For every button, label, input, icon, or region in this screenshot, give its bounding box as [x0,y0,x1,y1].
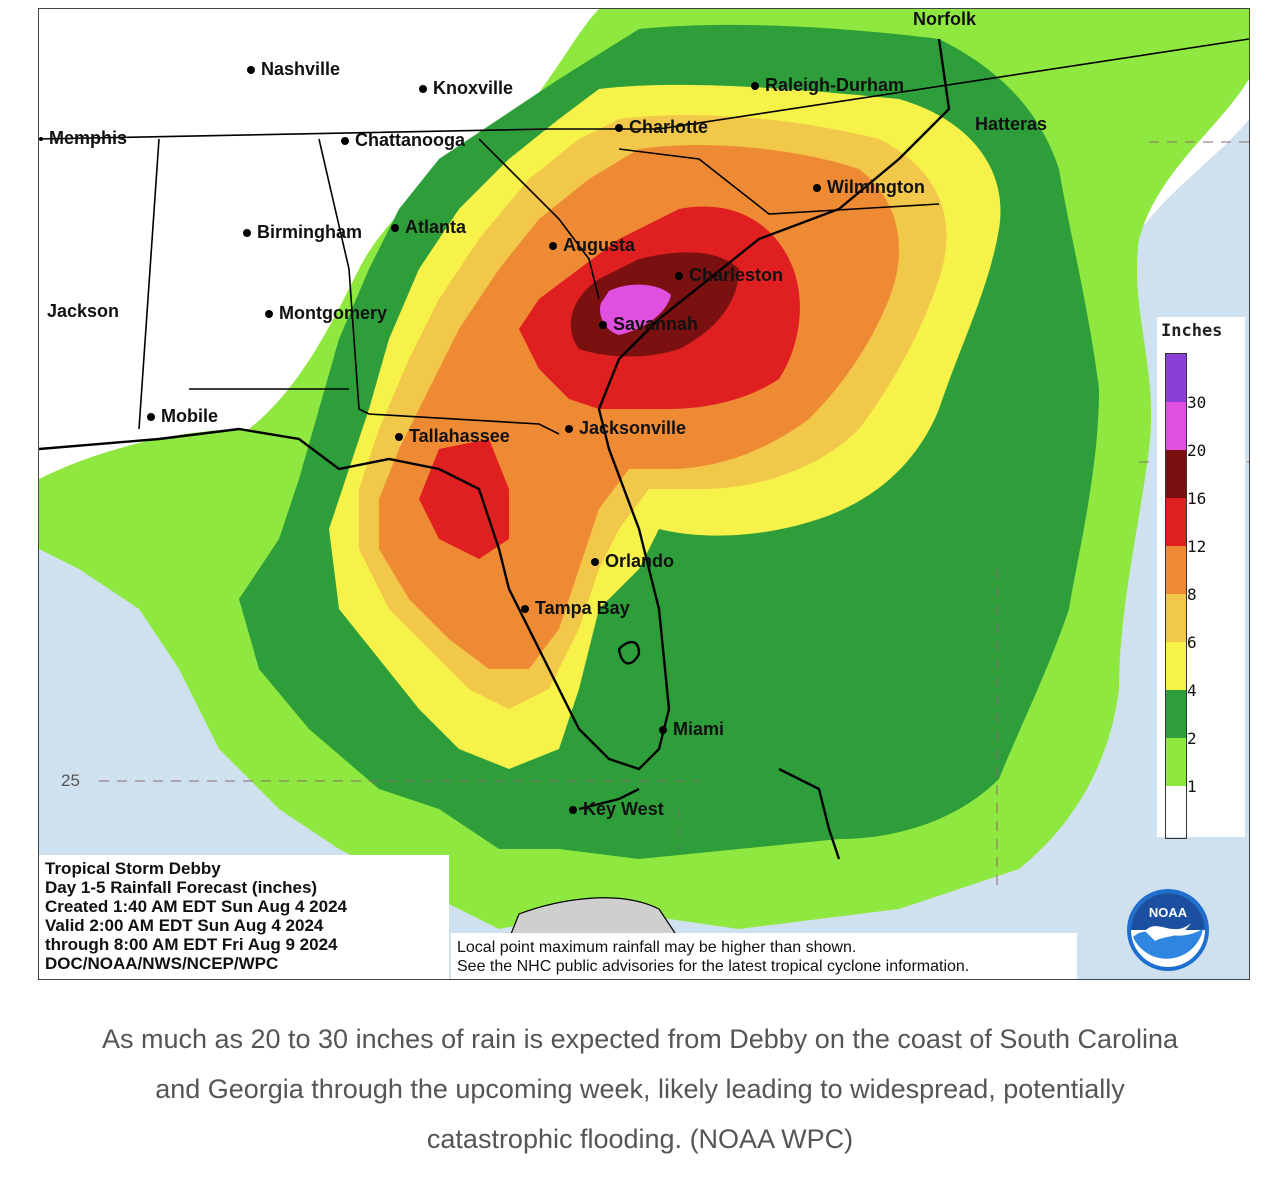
note-line-2: See the NHC public advisories for the la… [457,958,970,975]
caption-overflow-line [80,1166,1200,1180]
legend-swatch-30plus [1166,354,1186,402]
legend-tick-16: 16 [1187,489,1207,508]
city-dot-icon [521,605,529,614]
legend-swatch-16 [1166,450,1186,498]
city-dot-icon [247,66,255,75]
latitude-label: 25 [61,771,80,790]
legend-tick-20: 20 [1187,441,1207,460]
city-jacksonville: Jacksonville [565,418,686,438]
legend-tick-1: 1 [1187,777,1197,796]
city-hatteras: Hatteras [975,114,1048,134]
disclaimer-note: Local point maximum rainfall may be high… [451,933,1077,979]
rain-20in [599,284,671,335]
city-dot-icon [549,242,557,251]
city-dot-icon [265,310,273,319]
city-dot-icon [813,184,821,193]
legend-swatch-12 [1166,498,1186,546]
city-dot-icon [243,229,251,238]
city-dot-icon [419,85,427,94]
issuing-agency: DOC/NOAA/NWS/NCEP/WPC [45,954,279,973]
svg-text:NOAA: NOAA [1149,905,1188,920]
city-dot-icon [565,425,573,434]
note-line-1: Local point maximum rainfall may be high… [457,939,857,956]
city-dot-icon [591,558,599,567]
storm-name: Tropical Storm Debby [45,859,221,878]
legend-tick-8: 8 [1187,585,1197,604]
legend-tick-6: 6 [1187,633,1197,652]
city-dot-icon [341,137,349,146]
city-wilmington: Wilmington [813,177,925,197]
city-birmingham: Birmingham [243,222,362,242]
legend-swatch-8 [1166,546,1186,594]
city-dot-icon [675,272,683,281]
city-dot-icon [147,413,155,422]
valid-from: Valid 2:00 AM EDT Sun Aug 4 2024 [45,916,324,935]
legend-swatch-1 [1166,738,1186,786]
legend-tick-2: 2 [1187,729,1197,748]
rainfall-legend: Inches 30 20 16 12 8 6 4 2 1 [1157,317,1245,839]
legend-title: Inches [1161,321,1223,341]
legend-swatch-6 [1166,594,1186,642]
rainfall-forecast-map: Norfolk Nashville Knoxville Raleigh-Durh… [38,8,1250,980]
city-atlanta: Atlanta [391,217,466,237]
legend-swatch-2 [1166,690,1186,738]
forecast-info-box: Tropical Storm Debby Day 1-5 Rainfall Fo… [39,855,449,979]
legend-swatch-20 [1166,402,1186,450]
city-knoxville: Knoxville [419,78,513,98]
legend-color-bar [1165,353,1187,839]
city-dot-icon [39,137,43,142]
city-memphis: Memphis [39,128,127,148]
valid-through: through 8:00 AM EDT Fri Aug 9 2024 [45,935,338,954]
city-dot-icon [751,82,759,91]
city-dot-icon [395,433,403,442]
rainfall-map-graphic [39,9,1249,979]
city-key-west: Key West [569,799,664,819]
legend-tick-4: 4 [1187,681,1197,700]
city-dot-icon [599,321,607,330]
city-dot-icon [391,224,399,233]
image-caption: As much as 20 to 30 inches of rain is ex… [101,1024,1179,1154]
city-tampa-bay: Tampa Bay [521,598,630,618]
city-raleigh-durham: Raleigh-Durham [751,75,904,95]
legend-swatch-0 [1166,786,1186,836]
city-augusta: Augusta [549,235,635,255]
forecast-type: Day 1-5 Rainfall Forecast (inches) [45,878,318,897]
city-dot-icon [569,806,577,815]
city-charleston: Charleston [675,265,783,285]
city-tallahassee: Tallahassee [395,426,510,446]
created-time: Created 1:40 AM EDT Sun Aug 4 2024 [45,897,347,916]
noaa-logo-icon: NOAA [1127,889,1209,971]
city-charlotte: Charlotte [615,117,708,137]
legend-swatch-4 [1166,642,1186,690]
city-dot-icon [615,124,623,133]
city-jackson: Jackson [47,301,120,321]
legend-tick-30: 30 [1187,393,1207,412]
coastline [39,38,951,860]
city-chattanooga: Chattanooga [341,130,465,150]
city-dot-icon [659,726,667,735]
city-norfolk: Norfolk [913,9,976,29]
city-orlando: Orlando [591,551,674,571]
legend-tick-12: 12 [1187,537,1207,556]
city-nashville: Nashville [247,59,340,79]
city-miami: Miami [659,719,724,739]
city-montgomery: Montgomery [265,303,387,323]
city-savannah: Savannah [599,314,698,334]
state-borders [39,38,1249,435]
city-mobile: Mobile [147,406,218,426]
